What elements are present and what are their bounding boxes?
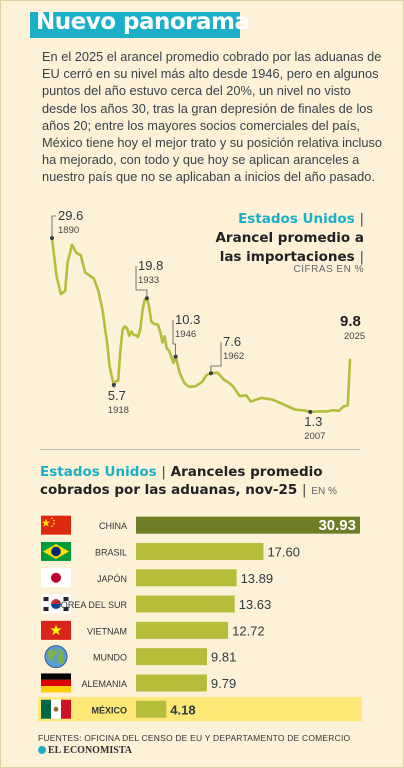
bar-value-label: 12.72 [232, 623, 265, 638]
label-year-2007: 2007 [304, 431, 325, 442]
label-year-1918: 1918 [108, 405, 129, 416]
world-globe-icon [44, 645, 68, 669]
label-year-2025: 2025 [344, 331, 365, 342]
label-leader-1933 [135, 266, 148, 299]
flag-trigram [43, 607, 49, 612]
flag-stripe [41, 679, 71, 687]
label-year-1946: 1946 [175, 329, 196, 340]
section-divider [40, 449, 360, 450]
category-label: BRASIL [95, 547, 127, 557]
china-flag-icon [41, 515, 71, 535]
bar [136, 621, 229, 639]
logo-text: EL ECONOMISTA [48, 745, 132, 756]
globe-land [48, 649, 57, 662]
category-label: MUNDO [93, 653, 127, 663]
label-year-1962: 1962 [223, 351, 244, 362]
bar-value-label: 13.63 [239, 597, 272, 612]
bar [136, 595, 235, 613]
label-value-1946: 10.3 [175, 312, 200, 327]
label-year-1890: 1890 [58, 225, 79, 236]
label-value-1933: 19.8 [138, 258, 163, 273]
flag-star [50, 624, 62, 636]
mexico-flag-icon [41, 699, 71, 719]
label-leader-1946 [172, 320, 177, 357]
bar [136, 516, 360, 534]
category-label: JAPÓN [97, 574, 127, 584]
category-label: COREA DEL SUR [54, 600, 127, 610]
globe-land [57, 648, 64, 664]
flag-emblem [53, 706, 59, 712]
category-label: VIETNAM [87, 626, 127, 636]
vietnam-flag-icon [41, 620, 71, 640]
label-value-1918: 5.7 [108, 388, 126, 403]
brazil-flag-icon [41, 541, 71, 561]
flag-stripe [41, 699, 51, 719]
tariff-history-chart: 29.6 1890 5.7 1918 19.8 1933 10.3 1946 7.6 1962 1.… [50, 208, 365, 442]
chart1-unit: CIFRAS EN % [293, 264, 364, 275]
flag-globe [51, 546, 61, 557]
label-leader-1890 [51, 215, 56, 238]
flag-stripe [41, 686, 71, 693]
japan-flag-icon [41, 568, 71, 588]
sources-note: FUENTES: OFICINA DEL CENSO DE EU Y DEPAR… [38, 733, 351, 743]
flag-taegeuk-bottom [51, 604, 61, 610]
bar-value-label: 4.18 [170, 702, 195, 717]
page-title: Nuevo panorama [36, 9, 250, 35]
intro-paragraph: En el 2025 el arancel promedio cobrado p… [42, 49, 382, 185]
chart1-title: Estados Unidos | Arancel promedio a las … [215, 211, 364, 265]
bar-value-label: 17.60 [267, 544, 300, 559]
flag-trigram [43, 597, 49, 602]
label-value-2007: 1.3 [304, 414, 322, 429]
chart2-title: Estados Unidos | Aranceles promedio cobr… [40, 464, 337, 498]
bar [136, 648, 208, 666]
germany-flag-icon [41, 673, 71, 693]
label-value-1890: 29.6 [58, 208, 83, 223]
tariff-series-line [50, 236, 352, 414]
south-korea-flag-icon [41, 594, 71, 614]
flag-small-star [51, 525, 53, 528]
category-label: CHINA [99, 521, 127, 531]
chart1-title-country: Estados Unidos [238, 211, 355, 227]
bar [136, 674, 207, 692]
category-label: ALEMANIA [81, 679, 127, 689]
publisher-logo: EL ECONOMISTA [38, 745, 132, 756]
bar-value-label: 9.79 [211, 676, 236, 691]
flag-trigram [63, 607, 69, 612]
category-label: MÉXICO [91, 705, 127, 715]
chart2-unit: EN % [311, 486, 337, 497]
bar [136, 569, 237, 587]
flag-field [41, 515, 71, 535]
country-tariff-bar-chart: CHINA 30.93 BRASIL 17.60 JAPÓN 13.89 COREA DEL… [38, 515, 362, 722]
chart2-title-line2: cobrados por las aduanas, nov-25 [40, 482, 298, 498]
logo-mark-icon [38, 746, 46, 754]
bar-value-label: 9.81 [211, 650, 236, 665]
label-value-2025: 9.8 [340, 313, 361, 330]
chart1-title-line1: Arancel promedio a [215, 230, 364, 246]
flag-stripe [41, 673, 71, 680]
label-point-1933 [144, 296, 149, 301]
bar [136, 542, 264, 560]
label-value-1962: 7.6 [223, 334, 241, 349]
bar [136, 700, 167, 718]
flag-taegeuk-top [51, 599, 61, 605]
highlight-row-mexico [38, 697, 362, 722]
label-leader-1962 [210, 342, 222, 374]
bar-value-label: 13.89 [241, 571, 274, 586]
flag-stripe [61, 699, 71, 719]
flag-trigram [63, 597, 69, 602]
label-year-1933: 1933 [138, 275, 159, 286]
flag-small-star [51, 517, 53, 520]
chart2-title-country: Estados Unidos [40, 464, 157, 480]
chart1-title-line2: las importaciones [219, 249, 355, 265]
bar-value-label: 30.93 [318, 517, 356, 534]
flag-small-star [53, 522, 55, 525]
flag-small-star [53, 519, 55, 522]
flag-sun [51, 572, 61, 583]
flag-star [41, 518, 51, 527]
title-background [30, 12, 240, 38]
chart2-title-text: Aranceles promedio [170, 464, 323, 480]
